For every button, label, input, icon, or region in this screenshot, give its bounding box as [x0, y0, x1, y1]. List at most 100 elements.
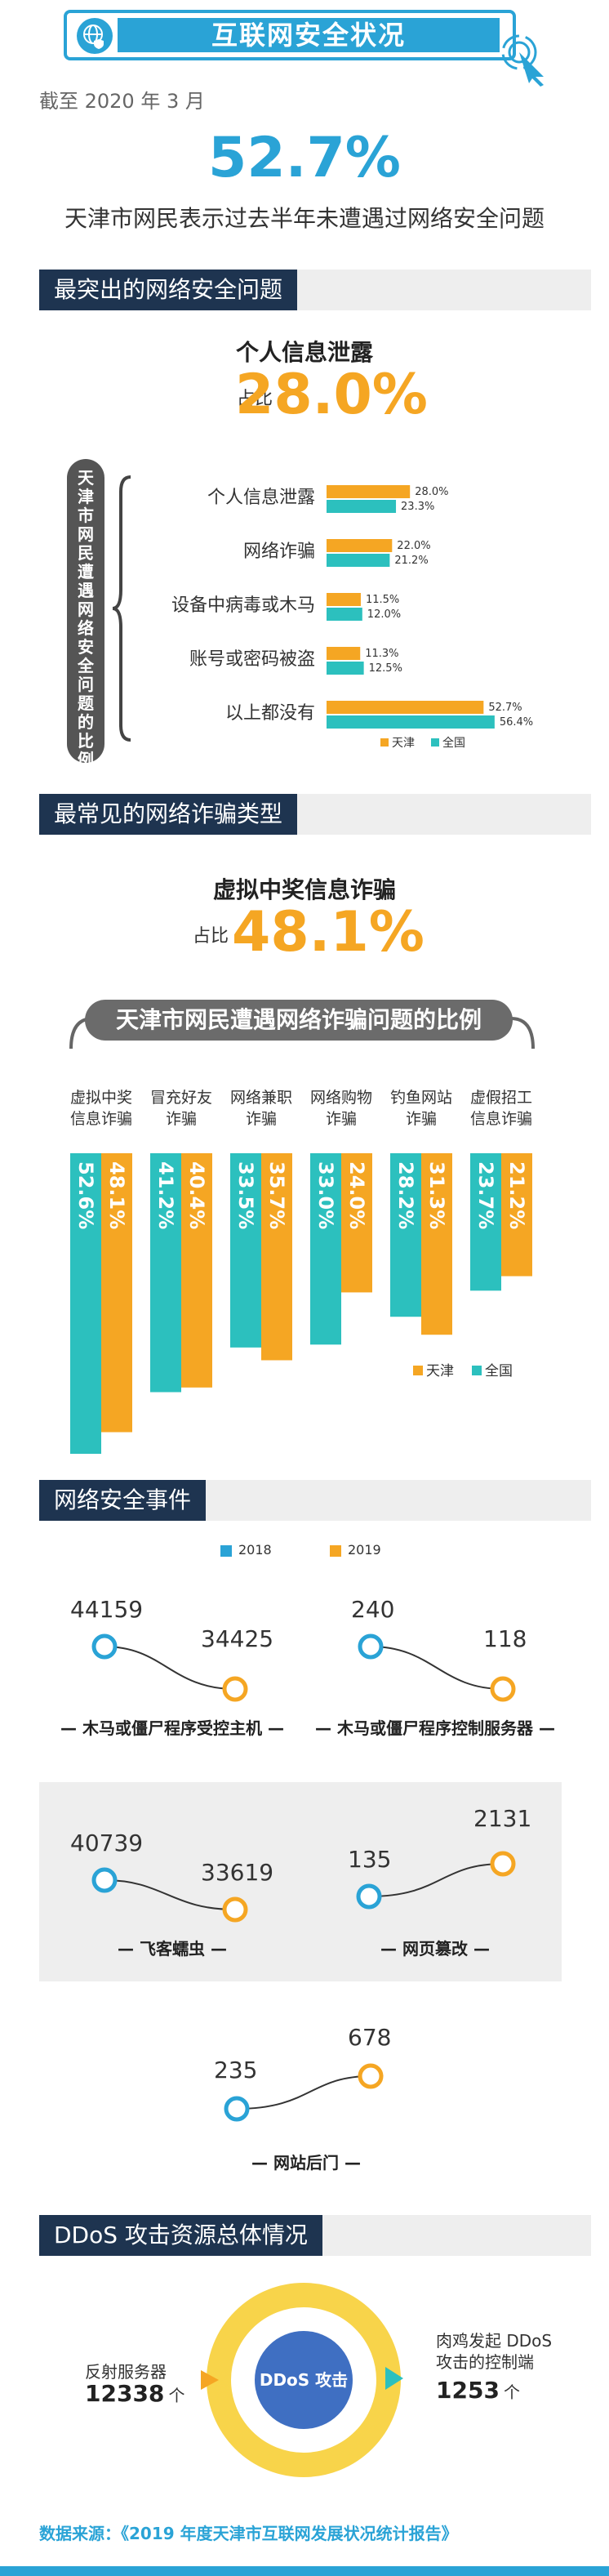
reflection-server-label: 反射服务器: [85, 2362, 167, 2382]
globe-shield-icon: [77, 18, 113, 54]
fraud-bar-value-label: 28.2%: [394, 1161, 417, 1229]
legend-2019-label: 2019: [348, 1542, 381, 1558]
event-value-2018: 240: [351, 1596, 395, 1623]
vertical-label-char: 安: [78, 637, 94, 657]
fraud-bar-value-label: 41.2%: [154, 1161, 177, 1229]
bar-tianjin: [327, 647, 361, 660]
top-issue-share-value: 28.0%: [235, 363, 428, 427]
bar-national: [327, 554, 390, 567]
fraud-legend-label: 天津: [426, 1363, 454, 1379]
fraud-bar-national: [310, 1153, 341, 1345]
vertical-label-char: 天: [78, 468, 94, 488]
section3-title: 网络安全事件: [39, 1480, 207, 1521]
bar-value-label: 52.7%: [488, 702, 522, 714]
title-banner: 互联网安全状况: [64, 10, 516, 60]
fraud-bar-national: [230, 1153, 261, 1348]
title-bar: 互联网安全状况: [118, 18, 500, 52]
legend-label: 全国: [442, 736, 465, 750]
legend-label: 天津: [392, 737, 415, 750]
bar-value-label: 12.5%: [369, 662, 402, 675]
bar-national: [327, 608, 362, 621]
fraud-category-label: 诈骗: [166, 1110, 197, 1128]
legend-2018-swatch: [220, 1545, 232, 1557]
section1-title: 最突出的网络安全问题: [39, 270, 298, 310]
vertical-label-char: 问: [78, 675, 94, 694]
report-date: 截至 2020 年 3 月: [39, 90, 205, 113]
fraud-bar-tianjin: [181, 1153, 212, 1388]
fraud-bar-value-label: 33.0%: [314, 1161, 337, 1229]
category-label: 以上都没有: [225, 703, 315, 724]
event-caption: — 网页篡改 —: [380, 1939, 490, 1959]
vertical-label-char: 民: [78, 543, 94, 563]
bar-value-label: 22.0%: [397, 540, 430, 552]
bar-value-label: 11.3%: [365, 648, 398, 660]
fraud-category-label: 钓鱼网站: [390, 1089, 452, 1107]
vertical-label-char: 比: [78, 731, 94, 751]
footer-bar: [0, 2566, 609, 2576]
vertical-label-char: 津: [78, 487, 94, 506]
fraud-category-label: 信息诈骗: [470, 1110, 532, 1128]
event-value-2019: 34425: [201, 1625, 274, 1652]
bar-tianjin: [327, 485, 411, 498]
event-caption: — 木马或僵尸程序控制服务器 —: [315, 1718, 555, 1738]
bar-national: [327, 715, 495, 729]
fraud-bar-tianjin: [501, 1153, 532, 1277]
top-fraud-share-label: 占比: [193, 926, 229, 947]
legend-swatch-tianjin: [380, 738, 389, 747]
fraud-bar-national: [390, 1153, 421, 1317]
fraud-bar-value-label: 35.7%: [265, 1161, 288, 1229]
bar-value-label: 23.3%: [401, 501, 434, 513]
fraud-category-label: 虚拟中奖: [70, 1089, 132, 1107]
category-label: 网络诈骗: [243, 541, 315, 562]
fraud-category-label: 诈骗: [246, 1110, 277, 1128]
fraud-bar-value-label: 21.2%: [505, 1161, 528, 1229]
legend-2019-swatch: [330, 1545, 341, 1557]
no-issue-caption: 天津市网民表示过去半年未遭遇过网络安全问题: [64, 205, 545, 232]
category-label: 个人信息泄露: [207, 488, 315, 508]
security-issues-bar-chart: 个人信息泄露 28.0% 23.3% 网络诈骗 22.0% 21.2% 设备中病毒或木马 11…: [171, 485, 533, 750]
event-value-2019: 118: [483, 1625, 527, 1652]
vertical-label-text: 天津市网民遭遇网络安全问题的比例: [67, 469, 104, 769]
fraud-category-label: 信息诈骗: [70, 1110, 132, 1128]
fraud-category-label: 网络兼职: [230, 1089, 292, 1107]
top-issue-name: 个人信息泄露: [235, 339, 373, 366]
fraud-chart-title: 天津市网民遭遇网络诈骗问题的比例: [85, 1000, 513, 1041]
fraud-legend-swatch-tianjin: [413, 1366, 423, 1375]
fraud-bar-national: [470, 1153, 501, 1291]
event-value-2019: 2131: [473, 1805, 532, 1832]
vertical-label-char: 网: [78, 599, 94, 619]
fraud-bar-value-label: 24.0%: [345, 1161, 368, 1229]
fraud-bar-value-label: 31.3%: [425, 1161, 448, 1229]
fraud-bar-national: [150, 1153, 181, 1393]
section2-title: 最常见的网络诈骗类型: [39, 794, 298, 835]
fraud-bar-tianjin: [101, 1153, 132, 1433]
bar-value-label: 11.5%: [366, 594, 399, 606]
event-connector: [91, 1867, 248, 1923]
top-issue-share-label: 占比: [237, 389, 273, 409]
bar-tianjin: [327, 701, 484, 714]
fraud-category-label: 诈骗: [326, 1110, 357, 1128]
event-connector: [91, 1633, 248, 1702]
data-source: 数据来源：《2019 年度天津市互联网发展状况统计报告》: [39, 2524, 458, 2543]
event-value-2018: 44159: [70, 1596, 144, 1623]
vertical-label-char: 全: [78, 656, 94, 675]
bar-value-label: 12.0%: [367, 608, 401, 621]
curly-brace-icon: [111, 475, 136, 745]
botnet-controller-label-line2: 攻击的控制端: [436, 2352, 534, 2372]
event-value-2019: 33619: [201, 1859, 274, 1886]
fraud-legend-label: 全国: [485, 1363, 513, 1379]
fraud-category-label: 诈骗: [406, 1110, 437, 1128]
fraud-bar-value-label: 48.1%: [105, 1161, 128, 1229]
top-fraud-name: 虚拟中奖信息诈骗: [212, 876, 396, 903]
botnet-controller-count: 1253 个: [436, 2377, 521, 2404]
no-issue-percent: 52.7%: [208, 126, 401, 190]
vertical-label-box: 天津市网民遭遇网络安全问题的比例: [67, 459, 104, 769]
fraud-bar-value-label: 33.5%: [234, 1161, 257, 1229]
vertical-label-char: 网: [78, 524, 94, 544]
event-value-2018: 135: [348, 1846, 392, 1873]
event-value-2019: 678: [348, 2024, 392, 2051]
event-value-2018: 40739: [70, 1829, 144, 1856]
bar-value-label: 28.0%: [415, 486, 448, 498]
fraud-bar-value-label: 52.6%: [74, 1161, 97, 1229]
